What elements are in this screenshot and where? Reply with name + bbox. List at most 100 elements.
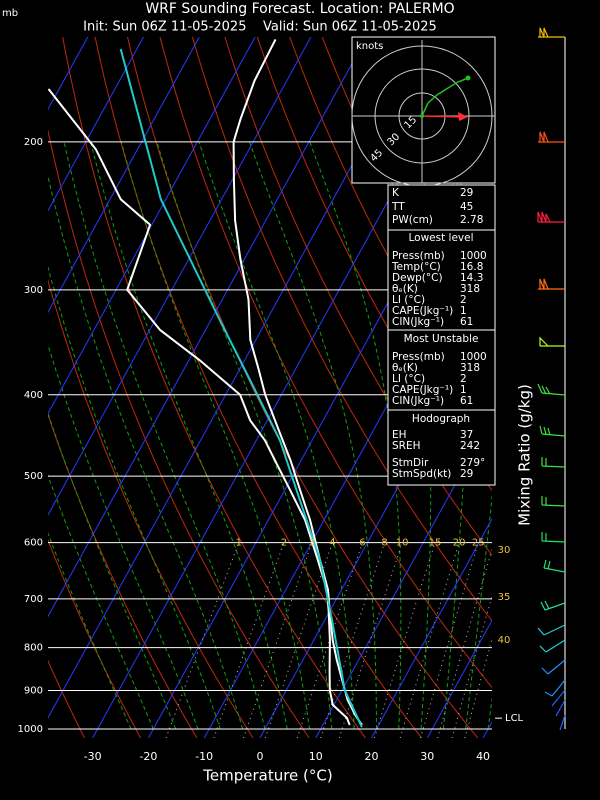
mixing-ratio-label: 3 [309,538,315,549]
y-tick-label: 400 [24,390,43,401]
label: Press(mb) [392,351,445,363]
barb [543,559,566,573]
barb [540,600,566,611]
value: 318 [460,283,480,295]
mixing-ratio-label: 1 [236,538,242,549]
label: θₑ(K) [392,362,418,374]
label: Press(mb) [392,250,445,262]
barb [539,425,566,437]
isotherm [48,37,368,618]
label: LI (°C) [392,294,425,306]
value: 37 [460,429,473,441]
profile-line [119,48,363,728]
chart-subtitle: Init: Sun 06Z 11-05-2025 Valid: Sun 06Z … [83,20,437,35]
y-tick-label: 300 [24,285,43,296]
label: LI (°C) [392,373,425,385]
panel-title: Hodograph [412,413,470,425]
mixing-ratio-label: 30 [498,545,511,556]
barb [538,278,565,290]
mixing-ratio-line [437,547,492,738]
lowest-level-panel: Lowest level Press(mb) 1000 Temp(°C) 16.8 Dew… [387,229,496,331]
y-tick-label: 1000 [18,724,43,735]
x-tick-label: -30 [84,750,102,763]
mixing-ratio-label: 2 [281,538,287,549]
storm-motion-head [458,112,468,121]
isotherm [48,37,312,516]
x-tick-label: 10 [309,750,323,763]
value: 2.78 [460,214,483,226]
mixing-ratio-label: 40 [498,635,511,646]
dry-adiabat [48,538,142,738]
value: 1 [460,305,467,317]
label: CAPE(Jkg⁻¹) [392,384,453,396]
value: 1000 [460,250,487,262]
wind-barbs [537,27,566,731]
value: 29 [460,468,473,480]
barb [541,496,566,507]
barb [537,624,566,653]
label: PW(cm) [392,214,433,226]
profile-line [232,38,363,726]
profiles [48,38,363,728]
barb [541,659,566,697]
label: θₑ(K) [392,283,418,295]
moist-adiabat [198,141,355,730]
x-tick-label: -20 [139,750,157,763]
hodograph-end [465,75,471,81]
hodograph: knots 15 30 45 [351,36,496,187]
mixing-ratio-label: 4 [329,538,335,549]
value: 2 [460,294,467,306]
label: CIN(Jkg⁻¹) [392,316,444,328]
mixing-ratio-label: 6 [359,538,365,549]
value: 14.3 [460,272,483,284]
x-tick-label: 20 [365,750,379,763]
label: Dewp(°C) [392,272,443,284]
moist-adiabat [48,532,132,730]
panel-title: Lowest level [408,232,473,244]
value: 61 [460,395,473,407]
dry-adiabat [48,659,85,738]
barb [541,532,566,543]
dry-adiabat [48,278,254,738]
moist-adiabat [249,141,377,729]
value: 242 [460,440,480,452]
label: SREH [392,440,421,452]
barb [539,336,565,347]
barb [538,27,565,38]
barb [551,689,566,731]
mixing-ratio-label: 10 [396,538,409,549]
mixing-ratio-line [165,542,240,738]
value: 16.8 [460,261,483,273]
isotherm [426,619,492,738]
profile-line [48,88,351,726]
x-tick-label: 0 [256,750,263,763]
moist-adiabat [48,343,199,730]
chart-title: WRF Sounding Forecast. Location: PALERMO [145,1,454,17]
storm-motion [421,115,465,118]
dry-adiabat [48,413,198,738]
dry-adiabat [191,37,492,622]
x-tick-label: 40 [476,750,490,763]
panel-box [387,329,496,411]
mixing-ratio-label: 20 [453,538,466,549]
value: 1 [460,384,467,396]
value: 29 [460,187,473,199]
isotherm [315,416,492,738]
panel-title: Most Unstable [404,333,479,345]
barb [538,131,565,143]
mixing-ratio-label: 25 [472,538,485,549]
dry-adiabat [48,128,310,738]
mixing-ratio-label: 15 [429,538,442,549]
most-unstable-panel: Most Unstable Press(mb) 1000 θₑ(K) 318 LI (°C… [387,329,496,411]
y2-axis-title: Mixing Ratio (g/kg) [516,384,534,526]
moist-adiabat [48,474,154,730]
barb [537,383,566,396]
panel-box [387,184,496,231]
y-tick-label: 700 [24,594,43,605]
y-unit: mb [2,8,18,19]
dry-adiabat [224,37,492,556]
panel-box [387,229,496,331]
value: 61 [460,316,473,328]
